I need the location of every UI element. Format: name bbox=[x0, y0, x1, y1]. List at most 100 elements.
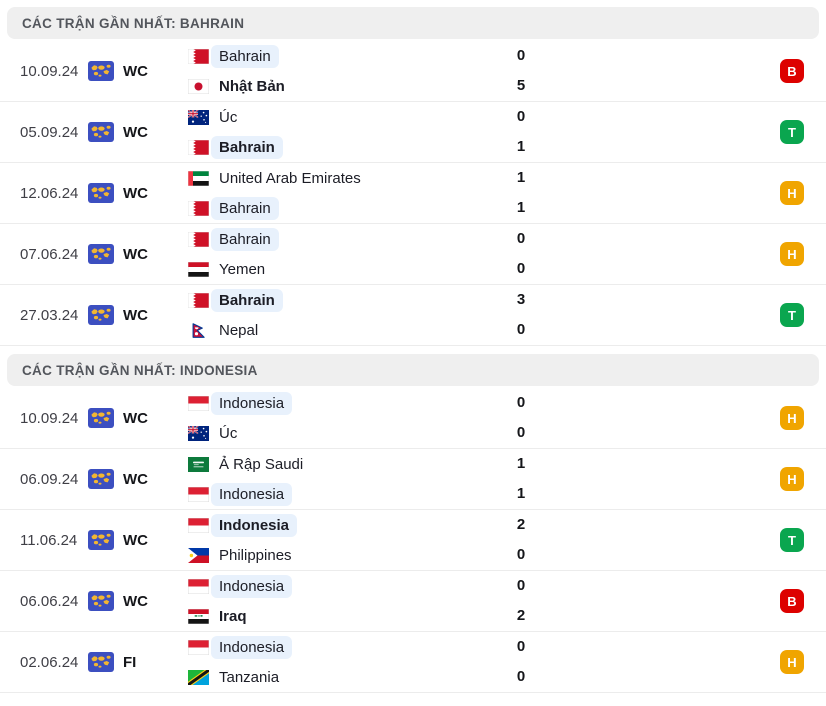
match-date: 06.06.24 bbox=[20, 592, 79, 610]
world-map-icon bbox=[88, 652, 114, 672]
team-line-away: Úc bbox=[188, 421, 500, 445]
team-line-home: Indonesia bbox=[188, 635, 500, 659]
world-map-icon bbox=[88, 591, 114, 611]
score-home: 1 bbox=[516, 169, 526, 186]
score-home: 0 bbox=[516, 47, 526, 64]
match-row[interactable]: 12.06.24 WC United Arab Emirates Bahrain… bbox=[0, 163, 826, 224]
match-row[interactable]: 27.03.24 WC Bahrain Nepal 3 0 T bbox=[0, 285, 826, 346]
competition: WC bbox=[88, 61, 188, 81]
team-name-away: Indonesia bbox=[211, 482, 293, 506]
score-away: 5 bbox=[516, 77, 526, 94]
result-badge: H bbox=[780, 406, 804, 430]
score-away: 0 bbox=[516, 424, 526, 441]
match-date: 11.06.24 bbox=[20, 531, 78, 549]
match-section: CÁC TRẬN GẦN NHẤT: BAHRAIN 10.09.24 WC B… bbox=[0, 7, 826, 346]
badge-column: T bbox=[780, 120, 826, 144]
world-map-icon bbox=[88, 61, 114, 81]
flag-bahrain-icon bbox=[188, 48, 209, 64]
team-line-away: Bahrain bbox=[188, 135, 500, 159]
team-name-away: Úc bbox=[219, 424, 238, 442]
world-map-icon bbox=[88, 530, 114, 550]
competition-label: WC bbox=[123, 592, 148, 610]
match-date: 10.09.24 bbox=[20, 62, 79, 80]
teams-column: Bahrain Yemen bbox=[188, 227, 500, 281]
score-home: 0 bbox=[516, 394, 526, 411]
flag-uae-icon bbox=[188, 170, 209, 186]
section-title: CÁC TRẬN GẦN NHẤT: INDONESIA bbox=[22, 362, 258, 378]
team-line-home: Indonesia bbox=[188, 513, 500, 537]
score-away: 0 bbox=[516, 321, 526, 338]
competition: WC bbox=[88, 244, 188, 264]
score-column: 3 0 bbox=[500, 288, 542, 342]
team-line-away: Yemen bbox=[188, 257, 500, 281]
team-name-home: Bahrain bbox=[211, 288, 283, 312]
team-line-home: Bahrain bbox=[188, 288, 500, 312]
competition: WC bbox=[88, 408, 188, 428]
match-date: 06.09.24 bbox=[20, 470, 79, 488]
world-map-icon bbox=[88, 244, 114, 264]
match-row[interactable]: 06.06.24 WC Indonesia Iraq 0 2 B bbox=[0, 571, 826, 632]
score-home: 0 bbox=[516, 577, 526, 594]
teams-column: Indonesia Tanzania bbox=[188, 635, 500, 689]
competition-label: WC bbox=[123, 306, 148, 324]
flag-bahrain-icon bbox=[188, 231, 209, 247]
match-row[interactable]: 02.06.24 FI Indonesia Tanzania 0 0 H bbox=[0, 632, 826, 693]
flag-indonesia-icon bbox=[188, 395, 209, 411]
match-row[interactable]: 11.06.24 WC Indonesia Philippines 2 0 T bbox=[0, 510, 826, 571]
match-row[interactable]: 06.09.24 WC Ả Rập Saudi Indonesia 1 1 H bbox=[0, 449, 826, 510]
team-name-home: Ả Rập Saudi bbox=[219, 455, 304, 473]
score-home: 2 bbox=[516, 516, 526, 533]
match-row[interactable]: 07.06.24 WC Bahrain Yemen 0 0 H bbox=[0, 224, 826, 285]
badge-column: H bbox=[780, 650, 826, 674]
score-home: 0 bbox=[516, 638, 526, 655]
team-line-away: Nhật Bản bbox=[188, 74, 500, 98]
match-date: 07.06.24 bbox=[20, 245, 79, 263]
score-away: 1 bbox=[516, 485, 526, 502]
team-line-home: United Arab Emirates bbox=[188, 166, 500, 190]
score-away: 0 bbox=[516, 546, 526, 563]
result-badge: B bbox=[780, 59, 804, 83]
teams-column: Indonesia Úc bbox=[188, 391, 500, 445]
team-name-home: Indonesia bbox=[211, 635, 293, 659]
team-line-away: Iraq bbox=[188, 604, 500, 628]
flag-yemen-icon bbox=[188, 261, 209, 277]
match-row[interactable]: 10.09.24 WC Bahrain Nhật Bản 0 5 B bbox=[0, 41, 826, 102]
badge-column: T bbox=[780, 528, 826, 552]
competition: WC bbox=[88, 122, 188, 142]
team-name-home: Bahrain bbox=[211, 227, 279, 251]
score-home: 3 bbox=[516, 291, 526, 308]
teams-column: Bahrain Nepal bbox=[188, 288, 500, 342]
match-row[interactable]: 10.09.24 WC Indonesia Úc 0 0 H bbox=[0, 388, 826, 449]
team-name-home: Indonesia bbox=[211, 513, 298, 537]
competition: FI bbox=[88, 652, 188, 672]
world-map-icon bbox=[88, 408, 114, 428]
flag-indonesia-icon bbox=[188, 517, 209, 533]
badge-column: H bbox=[780, 406, 826, 430]
flag-saudi-icon bbox=[188, 456, 209, 472]
team-name-away: Nhật Bản bbox=[219, 77, 285, 95]
result-badge: H bbox=[780, 181, 804, 205]
competition-label: WC bbox=[123, 62, 148, 80]
team-name-away: Tanzania bbox=[219, 668, 280, 686]
world-map-icon bbox=[88, 183, 114, 203]
badge-column: H bbox=[780, 467, 826, 491]
match-list: 10.09.24 WC Bahrain Nhật Bản 0 5 B 05.09… bbox=[0, 41, 826, 346]
world-map-icon bbox=[88, 305, 114, 325]
match-date: 02.06.24 bbox=[20, 653, 79, 671]
score-column: 0 0 bbox=[500, 391, 542, 445]
teams-column: Úc Bahrain bbox=[188, 105, 500, 159]
team-line-home: Indonesia bbox=[188, 391, 500, 415]
match-row[interactable]: 05.09.24 WC Úc Bahrain 0 1 T bbox=[0, 102, 826, 163]
match-date: 12.06.24 bbox=[20, 184, 79, 202]
flag-nepal-icon bbox=[188, 322, 209, 338]
flag-philippines-icon bbox=[188, 547, 209, 563]
competition: WC bbox=[88, 469, 188, 489]
section-title: CÁC TRẬN GẦN NHẤT: BAHRAIN bbox=[22, 15, 245, 31]
result-badge: T bbox=[780, 303, 804, 327]
competition-label: WC bbox=[123, 409, 148, 427]
competition: WC bbox=[88, 305, 188, 325]
teams-column: Indonesia Philippines bbox=[188, 513, 500, 567]
score-home: 0 bbox=[516, 230, 526, 247]
match-date: 27.03.24 bbox=[20, 306, 79, 324]
